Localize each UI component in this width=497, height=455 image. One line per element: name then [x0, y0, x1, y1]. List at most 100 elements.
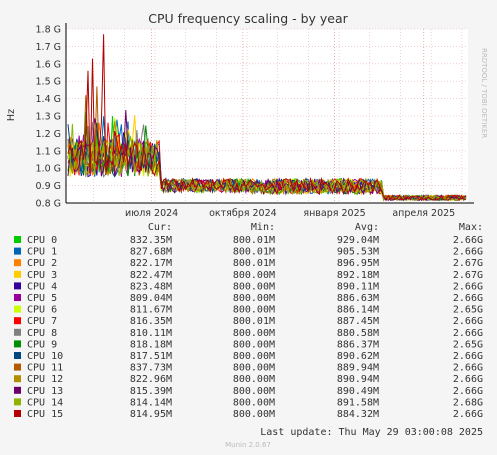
legend-max-value: 2.66G — [453, 247, 483, 258]
chart-title: CPU frequency scaling - by year — [148, 11, 348, 26]
legend-row: CPU 0 832.35M 800.01M 929.04M 2.66G — [14, 235, 483, 246]
legend-series-name: CPU 4 — [27, 281, 57, 292]
legend-avg-value: 884.32M — [337, 409, 379, 420]
legend-row: CPU 2 822.17M 800.01M 896.95M 2.67G — [14, 258, 483, 269]
legend-avg-value: 890.11M — [337, 281, 379, 292]
legend-avg-value: 886.63M — [337, 293, 379, 304]
y-tick-label: 1.6 G — [36, 59, 62, 70]
legend-max-value: 2.66G — [453, 374, 483, 385]
legend-max-value: 2.68G — [453, 397, 483, 408]
legend-max-value: 2.67G — [453, 258, 483, 269]
legend-cur-value: 814.14M — [130, 397, 172, 408]
legend-min-value: 800.01M — [233, 258, 275, 269]
legend-swatch — [14, 236, 21, 243]
y-tick-label: 1.8 G — [36, 25, 62, 36]
legend-avg-value: 929.04M — [337, 235, 379, 246]
legend-row: CPU 4 823.48M 800.00M 890.11M 2.66G — [14, 281, 483, 292]
legend-avg-value: 890.49M — [337, 386, 379, 397]
legend-swatch — [14, 328, 21, 336]
legend-cur-value: 817.51M — [130, 351, 172, 362]
legend-series-name: CPU 7 — [27, 316, 57, 327]
legend-cur-value: 823.48M — [130, 281, 172, 292]
legend-max-value: 2.66G — [453, 328, 483, 339]
series-lines — [67, 34, 467, 202]
legend-avg-value: 896.95M — [337, 258, 379, 269]
legend-avg-value: 886.37M — [337, 339, 379, 350]
axes — [65, 23, 474, 204]
rrdtool-side-label: RRDTOOL / TOBI OETIKER — [480, 48, 488, 138]
legend-cur-value: 809.04M — [130, 293, 172, 304]
y-tick-label: 1.3 G — [36, 112, 62, 123]
legend-header: Max: — [459, 222, 483, 233]
legend-max-value: 2.66G — [453, 293, 483, 304]
legend-swatch — [14, 352, 21, 359]
legend-row: CPU 9 818.18M 800.00M 886.37M 2.65G — [14, 339, 483, 350]
legend-max-value: 2.66G — [453, 409, 483, 420]
series-line-cpu-15 — [67, 34, 467, 202]
legend-swatch — [14, 363, 21, 371]
series-line-cpu-13 — [67, 110, 467, 202]
legend-cur-value: 822.17M — [130, 258, 172, 269]
legend-min-value: 800.00M — [233, 305, 275, 316]
legend-cur-value: 815.39M — [130, 386, 172, 397]
legend-series-name: CPU 8 — [27, 328, 57, 339]
y-axis-label: Hz — [6, 109, 17, 121]
x-tick-label: января 2025 — [303, 208, 365, 219]
y-tick-label: 1.4 G — [36, 94, 62, 105]
legend-swatch — [14, 282, 21, 290]
legend-cur-value: 811.67M — [130, 305, 172, 316]
legend-series-name: CPU 2 — [27, 258, 57, 269]
legend-headers: Cur: Min: Avg: Max: — [148, 222, 483, 233]
x-axis-ticks: июля 2024 октября 2024 января 2025 апреля 2… — [125, 208, 455, 219]
legend-swatch — [14, 340, 21, 348]
legend-swatch — [14, 317, 21, 325]
munin-version: Munin 2.0.67 — [225, 441, 271, 449]
last-update-text: Last update: Thu May 29 03:00:08 2025 — [260, 427, 483, 438]
x-tick-label: апреля 2025 — [392, 208, 455, 219]
legend-min-value: 800.00M — [233, 328, 275, 339]
legend-swatch — [14, 398, 21, 406]
legend-avg-value: 880.58M — [337, 328, 379, 339]
legend-avg-value: 887.45M — [337, 316, 379, 327]
y-tick-label: 0.9 G — [36, 181, 62, 192]
legend-max-value: 2.66G — [453, 235, 483, 246]
legend-cur-value: 814.95M — [130, 409, 172, 420]
legend-min-value: 800.00M — [233, 281, 275, 292]
legend-row: CPU 13 815.39M 800.00M 890.49M 2.66G — [14, 386, 483, 397]
legend-min-value: 800.00M — [233, 386, 275, 397]
legend-row: CPU 15 814.95M 800.00M 884.32M 2.66G — [14, 409, 483, 420]
y-axis-ticks: 1.8 G 1.7 G 1.6 G 1.5 G 1.4 G 1.3 G 1.2 G 1.1 G… — [36, 25, 62, 210]
legend-header: Avg: — [355, 222, 379, 233]
legend-cur-value: 818.18M — [130, 339, 172, 350]
legend-min-value: 800.00M — [233, 363, 275, 374]
legend-min-value: 800.00M — [233, 339, 275, 350]
legend-row: CPU 11 837.73M 800.00M 889.94M 2.66G — [14, 363, 483, 374]
legend-row: CPU 5 809.04M 800.00M 886.63M 2.66G — [14, 293, 483, 304]
legend-swatch — [14, 270, 21, 278]
legend-swatch — [14, 386, 21, 394]
legend-series-name: CPU 12 — [27, 374, 63, 385]
legend-swatch — [14, 294, 21, 301]
legend-avg-value: 889.94M — [337, 363, 379, 374]
legend-min-value: 800.00M — [233, 270, 275, 281]
legend-swatch — [14, 305, 21, 313]
legend-cur-value: 827.68M — [130, 247, 172, 258]
legend-swatch — [14, 375, 21, 383]
legend-avg-value: 891.58M — [337, 397, 379, 408]
legend-max-value: 2.65G — [453, 305, 483, 316]
legend-max-value: 2.65G — [453, 339, 483, 350]
legend-cur-value: 810.11M — [130, 328, 172, 339]
legend-cur-value: 822.47M — [130, 270, 172, 281]
y-tick-label: 1.1 G — [36, 146, 62, 157]
legend-swatch — [14, 410, 21, 417]
legend-series-name: CPU 11 — [27, 363, 63, 374]
legend-row: CPU 12 822.96M 800.00M 890.94M 2.66G — [14, 374, 483, 385]
y-tick-label: 1.0 G — [36, 164, 62, 175]
x-tick-label: июля 2024 — [125, 208, 178, 219]
legend-series-name: CPU 3 — [27, 270, 57, 281]
legend-cur-value: 837.73M — [130, 363, 172, 374]
legend-min-value: 800.00M — [233, 351, 275, 362]
legend-max-value: 2.66G — [453, 281, 483, 292]
legend-min-value: 800.00M — [233, 409, 275, 420]
